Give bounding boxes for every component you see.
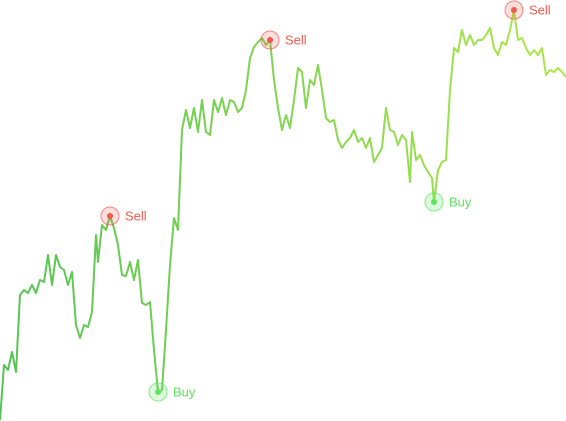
signal-label: Buy xyxy=(449,194,472,209)
signal-dot xyxy=(107,213,113,219)
signal-dot xyxy=(511,7,517,13)
signal-dot xyxy=(155,389,161,395)
price-line xyxy=(0,9,566,421)
signal-label: Buy xyxy=(173,384,196,399)
signal-label: Sell xyxy=(125,208,147,223)
signal-dot xyxy=(431,199,437,205)
signal-dot xyxy=(267,37,273,43)
signal-label: Sell xyxy=(285,32,307,47)
signal-label: Sell xyxy=(529,2,551,17)
